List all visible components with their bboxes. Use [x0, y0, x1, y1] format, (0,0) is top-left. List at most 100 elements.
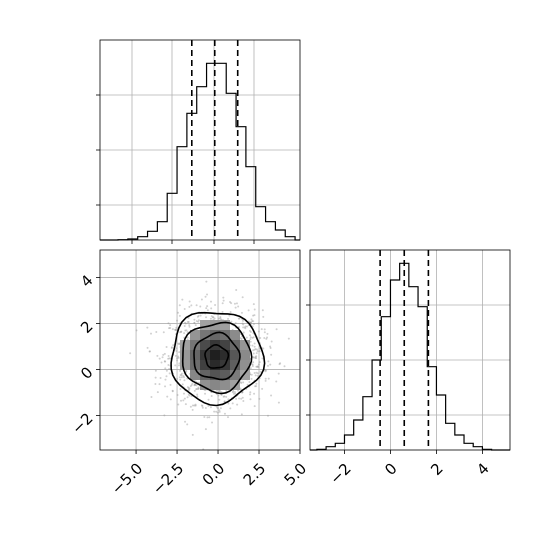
scatter-point: [269, 345, 272, 348]
scatter-point: [277, 401, 280, 404]
scatter-point: [218, 390, 221, 393]
scatter-point: [253, 371, 256, 374]
scatter-point: [211, 316, 214, 319]
scatter-point: [233, 391, 236, 394]
scatter-point: [251, 320, 254, 323]
scatter-point: [253, 405, 256, 408]
scatter-point: [204, 295, 207, 298]
scatter-point: [263, 331, 266, 334]
scatter-point: [217, 407, 220, 410]
scatter-point: [264, 379, 267, 382]
scatter-point: [229, 311, 232, 314]
scatter-point: [279, 362, 282, 365]
scatter-point: [177, 342, 180, 345]
density-cell: [220, 340, 230, 350]
scatter-point: [162, 353, 165, 356]
scatter-point: [193, 322, 196, 325]
histogram-x-bin-15: [266, 222, 276, 240]
scatter-point: [232, 392, 235, 395]
scatter-point: [195, 320, 198, 323]
scatter-point: [182, 375, 185, 378]
histogram-x-bin-8: [197, 87, 207, 240]
scatter-point: [251, 336, 254, 339]
histogram-x-bin-11: [226, 93, 236, 240]
density-cell: [180, 340, 190, 350]
scatter-point: [167, 322, 170, 325]
scatter-point: [256, 372, 259, 375]
scatter-point: [135, 329, 138, 332]
scatter-point: [216, 406, 219, 409]
scatter-point: [227, 402, 230, 405]
histogram-x-bin-3: [148, 231, 158, 240]
scatter-point: [156, 354, 159, 357]
scatter-point: [201, 406, 204, 409]
scatter-point: [197, 387, 200, 390]
scatter-point: [256, 365, 259, 368]
scatter-point: [204, 392, 207, 395]
scatter-point: [221, 310, 224, 313]
scatter-point: [167, 364, 170, 367]
scatter-point: [261, 309, 264, 312]
scatter-point: [261, 357, 264, 360]
scatter-point: [206, 416, 209, 419]
scatter-point: [234, 306, 237, 309]
scatter-point: [194, 324, 197, 327]
scatter-point: [183, 325, 186, 328]
scatter-point: [262, 347, 265, 350]
scatter-point: [255, 348, 258, 351]
scatter-point: [252, 356, 255, 359]
histogram-y-bin-3: [344, 435, 353, 450]
scatter-point: [195, 388, 198, 391]
scatter-point: [256, 365, 259, 368]
density-cell: [240, 340, 250, 350]
scatter-point: [164, 378, 167, 381]
scatter-point: [238, 397, 241, 400]
scatter-point: [172, 344, 175, 347]
density-cell: [210, 350, 220, 360]
scatter-point: [189, 385, 192, 388]
scatter-point: [193, 321, 196, 324]
scatter-point: [179, 369, 182, 372]
scatter-point: [227, 317, 230, 320]
density-cell: [240, 360, 250, 370]
scatter-point: [183, 379, 186, 382]
scatter-point: [207, 404, 210, 407]
density-cell: [190, 330, 200, 340]
scatter-point: [249, 321, 252, 324]
contour-line-2: [181, 321, 253, 395]
histogram-y-bin-4: [354, 420, 363, 450]
histogram-x-bin-16: [275, 230, 285, 240]
scatter-point: [168, 368, 171, 371]
scatter-point: [175, 329, 178, 332]
scatter-point: [183, 376, 186, 379]
scatter-point: [255, 352, 258, 355]
scatter-point: [258, 361, 261, 364]
scatter-point: [164, 385, 167, 388]
density-cell: [200, 330, 210, 340]
scatter-point: [193, 383, 196, 386]
contour-line-1: [193, 331, 241, 381]
density-cell: [230, 370, 240, 380]
scatter-point: [241, 391, 244, 394]
scatter-point: [176, 359, 179, 362]
scatter-point: [249, 393, 252, 396]
scatter-point: [194, 403, 197, 406]
scatter-point: [220, 393, 223, 396]
scatter-point: [264, 370, 267, 373]
scatter-point: [275, 328, 278, 331]
histogram-y-bin-7: [381, 317, 390, 450]
scatter-point: [222, 296, 225, 299]
scatter-point: [193, 384, 196, 387]
density-cell: [240, 350, 250, 360]
scatter-point: [186, 423, 189, 426]
scatter-point: [219, 318, 222, 321]
scatter-point: [193, 383, 196, 386]
histogram-y-bin-8: [390, 280, 399, 450]
scatter-point: [197, 386, 200, 389]
density-cell: [220, 380, 230, 390]
contour-line-3: [170, 311, 266, 407]
scatter-point: [212, 316, 215, 319]
histogram-x-quantile-lines: [191, 40, 239, 240]
density-cell: [210, 330, 220, 340]
scatter-point: [180, 330, 183, 333]
